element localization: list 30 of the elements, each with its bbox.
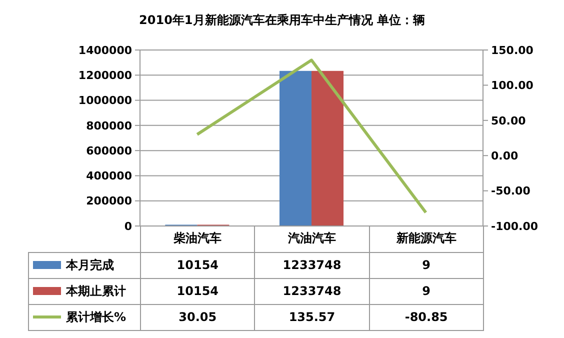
- data-label: 9: [369, 278, 484, 304]
- y2-tick-label: 150.00: [491, 44, 534, 57]
- data-label: 10154: [140, 252, 255, 278]
- legend-label: 本月完成: [66, 258, 114, 272]
- y-tick-label: 1000000: [78, 94, 132, 108]
- data-label: 30.05: [140, 304, 255, 330]
- data-label: 9: [369, 252, 484, 278]
- data-label: 1233748: [254, 278, 370, 304]
- y-tick-label: 0: [124, 220, 132, 233]
- y2-tick-label: -50.00: [491, 184, 531, 198]
- chart-title: 2010年1月新能源汽车在乘用车中生产情况 单位：辆: [139, 13, 425, 27]
- data-label: 10154: [140, 278, 255, 304]
- y2-tick-label: 100.00: [491, 79, 534, 92]
- data-label: -80.85: [369, 304, 484, 330]
- y-tick-label: 600000: [86, 144, 132, 158]
- y2-tick-label: 0.00: [491, 149, 518, 162]
- x-tick-label: 汽油汽车: [254, 226, 370, 252]
- y-tick-label: 800000: [86, 119, 132, 132]
- x-tick-label: 柴油汽车: [140, 226, 255, 252]
- y-tick-label: 400000: [86, 170, 132, 183]
- legend-label: 累计增长%: [66, 310, 126, 324]
- y2-tick-label: -100.00: [491, 220, 538, 233]
- x-tick-label: 新能源汽车: [369, 226, 484, 252]
- data-label: 1233748: [254, 252, 370, 278]
- y-tick-label: 1200000: [78, 68, 132, 82]
- y2-tick-label: 50.00: [491, 114, 526, 128]
- data-label: 135.57: [254, 304, 370, 330]
- legend-label: 本期止累计: [66, 284, 126, 298]
- y-tick-label: 1400000: [78, 44, 132, 57]
- y-tick-label: 200000: [86, 194, 132, 208]
